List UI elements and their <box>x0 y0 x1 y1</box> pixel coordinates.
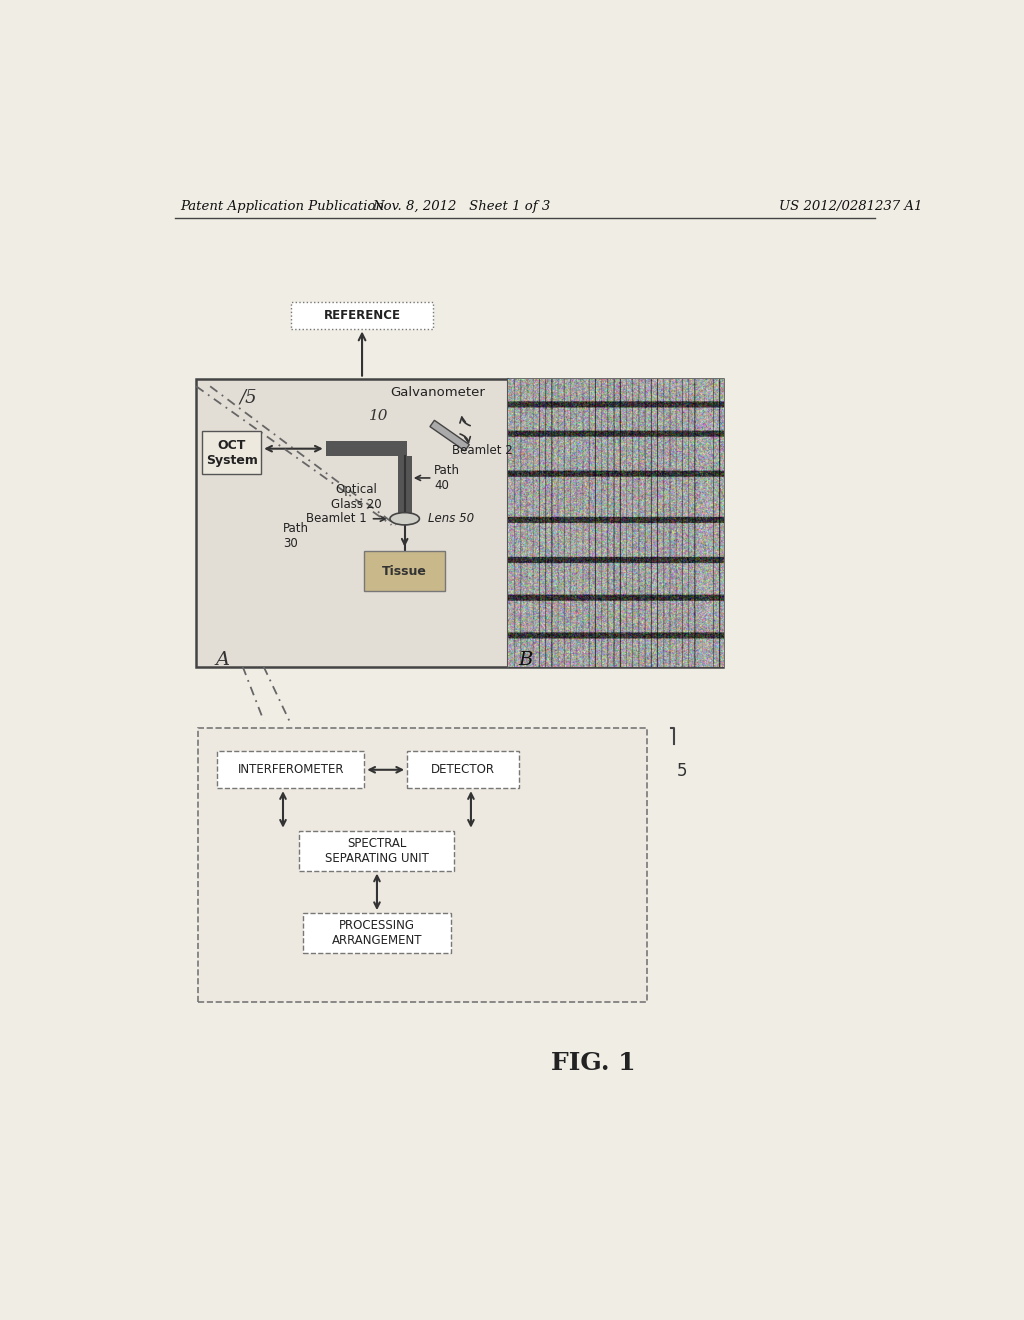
Text: REFERENCE: REFERENCE <box>324 309 400 322</box>
Text: US 2012/0281237 A1: US 2012/0281237 A1 <box>779 199 923 213</box>
FancyBboxPatch shape <box>303 913 451 953</box>
FancyBboxPatch shape <box>203 430 261 474</box>
Text: OCT
System: OCT System <box>206 438 258 466</box>
FancyBboxPatch shape <box>326 441 407 457</box>
Text: Path
40: Path 40 <box>434 463 460 492</box>
Ellipse shape <box>390 512 420 525</box>
Text: Nov. 8, 2012   Sheet 1 of 3: Nov. 8, 2012 Sheet 1 of 3 <box>372 199 550 213</box>
FancyBboxPatch shape <box>217 751 365 788</box>
Text: Beamlet 2: Beamlet 2 <box>452 445 513 458</box>
Text: Galvanometer: Galvanometer <box>390 385 485 399</box>
Text: Beamlet 1: Beamlet 1 <box>306 512 367 525</box>
FancyBboxPatch shape <box>407 751 519 788</box>
Text: Path
30: Path 30 <box>283 521 309 549</box>
Polygon shape <box>430 420 469 451</box>
Text: 5: 5 <box>677 762 687 780</box>
Text: A: A <box>216 651 229 669</box>
Text: B: B <box>518 651 532 669</box>
FancyBboxPatch shape <box>197 379 723 667</box>
Text: 10: 10 <box>369 409 388 424</box>
Text: Tissue: Tissue <box>382 565 427 578</box>
FancyBboxPatch shape <box>299 830 455 871</box>
FancyBboxPatch shape <box>365 552 445 591</box>
Text: Patent Application Publication: Patent Application Publication <box>180 199 385 213</box>
Text: Lens 50: Lens 50 <box>428 512 474 525</box>
Text: SPECTRAL
SEPARATING UNIT: SPECTRAL SEPARATING UNIT <box>325 837 429 865</box>
FancyBboxPatch shape <box>397 457 412 517</box>
Text: DETECTOR: DETECTOR <box>431 763 496 776</box>
Text: INTERFEROMETER: INTERFEROMETER <box>238 763 344 776</box>
FancyBboxPatch shape <box>508 379 723 667</box>
Text: PROCESSING
ARRANGEMENT: PROCESSING ARRANGEMENT <box>332 919 422 946</box>
Text: Optical
Glass 20: Optical Glass 20 <box>332 483 382 511</box>
Text: FIG. 1: FIG. 1 <box>551 1051 635 1076</box>
Text: /5: /5 <box>240 388 257 407</box>
FancyBboxPatch shape <box>291 302 433 329</box>
FancyBboxPatch shape <box>198 729 647 1002</box>
